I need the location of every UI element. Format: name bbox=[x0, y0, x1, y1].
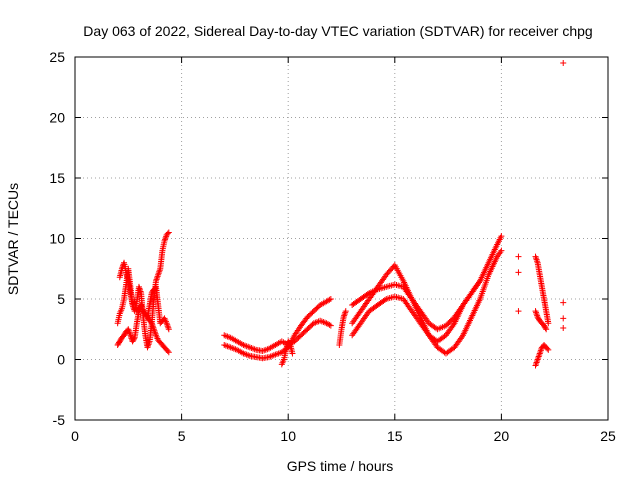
data-point bbox=[498, 233, 505, 240]
data-point bbox=[560, 325, 567, 332]
data-point bbox=[533, 256, 540, 263]
tick-labels: 0 5 10 15 20 25 -5 0 5 10 15 20 25 bbox=[49, 49, 616, 444]
data-point bbox=[164, 348, 171, 355]
data-point bbox=[364, 290, 371, 297]
x-tick-label: 15 bbox=[387, 428, 403, 444]
y-tick-label: 25 bbox=[49, 49, 65, 65]
data-point bbox=[162, 236, 169, 243]
x-tick-label: 0 bbox=[71, 428, 79, 444]
data-point bbox=[542, 325, 549, 332]
data-point bbox=[515, 308, 522, 315]
data-point bbox=[153, 276, 160, 283]
y-tick-label: 20 bbox=[49, 110, 65, 126]
data-point bbox=[286, 340, 293, 347]
data-point bbox=[327, 322, 334, 329]
data-point bbox=[163, 233, 170, 240]
y-tick-label: -5 bbox=[53, 412, 66, 428]
x-axis-label: GPS time / hours bbox=[287, 458, 394, 474]
data-point bbox=[560, 299, 567, 306]
y-tick-label: 15 bbox=[49, 170, 65, 186]
data-point bbox=[560, 60, 567, 67]
data-point bbox=[156, 268, 163, 275]
data-point bbox=[538, 345, 545, 352]
data-point bbox=[532, 308, 539, 315]
data-point bbox=[533, 255, 540, 262]
data-point bbox=[381, 297, 388, 304]
data-point bbox=[289, 350, 296, 357]
chart-title: Day 063 of 2022, Sidereal Day-to-day VTE… bbox=[83, 23, 592, 39]
data-point bbox=[532, 253, 539, 260]
data-point bbox=[477, 277, 484, 284]
data-point bbox=[536, 350, 543, 357]
data-point bbox=[165, 324, 172, 331]
data-point bbox=[536, 351, 543, 358]
y-tick-label: 5 bbox=[57, 291, 65, 307]
data-point bbox=[545, 346, 552, 353]
data-point bbox=[498, 247, 505, 254]
data-point bbox=[537, 348, 544, 355]
data-point bbox=[165, 349, 172, 356]
x-tick-label: 5 bbox=[178, 428, 186, 444]
data-point bbox=[341, 311, 348, 318]
data-point bbox=[533, 361, 540, 368]
x-tick-label: 20 bbox=[494, 428, 510, 444]
data-point bbox=[515, 253, 522, 260]
data-point bbox=[155, 270, 162, 277]
data-point bbox=[534, 358, 541, 365]
x-tick-label: 10 bbox=[280, 428, 296, 444]
data-points bbox=[114, 60, 567, 369]
data-point bbox=[156, 267, 163, 274]
data-point bbox=[533, 309, 540, 316]
data-point bbox=[532, 362, 539, 369]
data-point bbox=[543, 326, 550, 333]
data-point bbox=[130, 335, 137, 342]
data-point bbox=[534, 356, 541, 363]
data-point bbox=[545, 320, 552, 327]
data-point bbox=[341, 312, 348, 319]
x-tick-label: 25 bbox=[600, 428, 616, 444]
data-point bbox=[155, 271, 162, 278]
grid-lines bbox=[75, 57, 608, 420]
data-point bbox=[515, 269, 522, 276]
data-point bbox=[342, 309, 349, 316]
data-point bbox=[535, 353, 542, 360]
data-point bbox=[534, 258, 541, 265]
data-point bbox=[326, 296, 333, 303]
y-tick-label: 10 bbox=[49, 231, 65, 247]
data-point bbox=[560, 315, 567, 322]
data-point bbox=[154, 273, 161, 280]
data-point bbox=[533, 359, 540, 366]
data-point bbox=[326, 321, 333, 328]
data-point bbox=[342, 308, 349, 315]
data-point bbox=[154, 274, 161, 281]
data-point bbox=[535, 354, 542, 361]
y-tick-label: 0 bbox=[57, 352, 65, 368]
data-point bbox=[544, 345, 551, 352]
y-axis-label: SDTVAR / TECUs bbox=[5, 183, 21, 295]
data-point bbox=[165, 229, 172, 236]
plot-border bbox=[74, 56, 609, 421]
data-point bbox=[164, 230, 171, 237]
data-point bbox=[165, 326, 172, 333]
axes bbox=[74, 56, 609, 421]
data-point bbox=[327, 296, 334, 302]
